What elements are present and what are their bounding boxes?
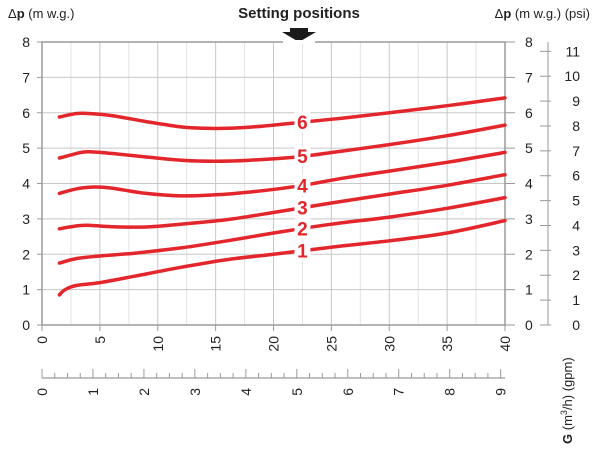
series-label-bg <box>294 175 311 196</box>
x-tick-label: 25 <box>323 336 339 352</box>
y-tick-label: 8 <box>22 34 30 50</box>
psi-tick-label: 10 <box>564 68 580 84</box>
series-line-3 <box>57 172 507 231</box>
y-tick-label: 5 <box>22 140 30 156</box>
series-line-6 <box>57 96 507 131</box>
gpm-tick-label: 7 <box>391 388 407 396</box>
gpm-tick-label: 0 <box>34 388 50 396</box>
y-tick-label-right: 3 <box>525 211 533 227</box>
psi-tick-label: 0 <box>572 317 580 333</box>
series-label-6: 6 <box>297 113 308 134</box>
psi-tick-label: 8 <box>572 118 580 134</box>
series-label-4: 4 <box>297 176 308 197</box>
y-tick-label: 2 <box>22 246 30 262</box>
series-line-5 <box>57 123 507 163</box>
y-tick-label: 3 <box>22 211 30 227</box>
x-tick-label: 15 <box>208 336 224 352</box>
x-axis-label: G (m3/h) (gpm) <box>559 357 575 444</box>
psi-tick-label: 1 <box>572 292 580 308</box>
x-tick-label: 35 <box>439 336 455 352</box>
y-tick-label: 6 <box>22 105 30 121</box>
x-tick-label: 30 <box>381 336 397 352</box>
series-label-bg <box>294 197 311 218</box>
series-label-1: 1 <box>297 242 308 263</box>
x-tick-label: 10 <box>150 336 166 352</box>
psi-tick-label: 6 <box>572 168 580 184</box>
series-line-2 <box>57 195 507 265</box>
y-tick-label-right: 6 <box>525 105 533 121</box>
psi-tick-label: 3 <box>572 242 580 258</box>
x-tick-label: 5 <box>92 336 108 344</box>
psi-tick-label: 4 <box>572 217 580 233</box>
y-tick-label: 1 <box>22 282 30 298</box>
chart-title: Setting positions <box>238 5 360 22</box>
gpm-tick-label: 1 <box>85 388 101 396</box>
y-tick-label-right: 8 <box>525 34 533 50</box>
y-tick-label-right: 5 <box>525 140 533 156</box>
psi-tick-label: 2 <box>572 267 580 283</box>
series-label-5: 5 <box>297 147 308 168</box>
gpm-tick-label: 2 <box>136 388 152 396</box>
gpm-tick-label: 5 <box>289 388 305 396</box>
y-tick-label-right: 2 <box>525 246 533 262</box>
arrow-down-icon <box>282 28 316 42</box>
psi-tick-label: 11 <box>565 43 580 59</box>
y-tick-label: 7 <box>22 69 30 85</box>
series-label-bg <box>294 112 311 133</box>
y-tick-label: 4 <box>22 176 30 192</box>
psi-tick-label: 5 <box>572 193 580 209</box>
psi-tick-label: 7 <box>572 143 580 159</box>
left-axis-label: Δp (m w.g.) <box>8 6 74 21</box>
series-label-3: 3 <box>297 199 308 220</box>
gpm-tick-label: 8 <box>442 388 458 396</box>
y-tick-label: 0 <box>22 317 30 333</box>
series-label-bg <box>294 218 311 239</box>
right-axis-label: Δp (m w.g.) (psi) <box>495 6 590 21</box>
frame-gap <box>283 40 315 44</box>
gpm-tick-label: 4 <box>238 388 254 396</box>
psi-tick-label: 9 <box>572 93 580 109</box>
y-tick-label-right: 7 <box>525 69 533 85</box>
y-tick-label-right: 0 <box>525 317 533 333</box>
x-tick-label: 40 <box>497 336 513 352</box>
y-tick-label-right: 4 <box>525 176 533 192</box>
gpm-tick-label: 9 <box>493 388 509 396</box>
gpm-tick-label: 3 <box>187 388 203 396</box>
series-label-bg <box>294 146 311 167</box>
x-tick-label: 20 <box>266 336 282 352</box>
x-tick-label: 0 <box>34 336 50 344</box>
gpm-tick-label: 6 <box>340 388 356 396</box>
series-line-1 <box>57 218 507 297</box>
series-line-4 <box>57 150 507 198</box>
series-label-2: 2 <box>297 220 308 241</box>
y-tick-label-right: 1 <box>525 282 533 298</box>
series-label-bg <box>294 240 311 261</box>
